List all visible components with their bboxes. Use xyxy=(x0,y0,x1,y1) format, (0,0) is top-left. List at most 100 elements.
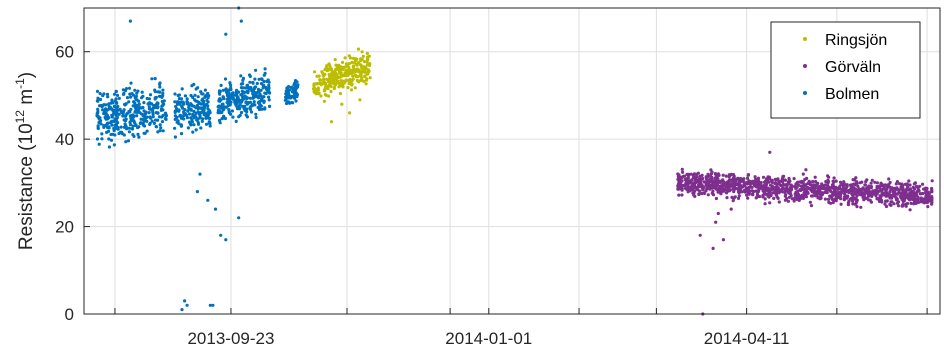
data-point xyxy=(801,172,805,176)
data-point xyxy=(229,83,233,87)
data-point xyxy=(224,87,228,91)
data-point xyxy=(839,197,843,201)
data-point xyxy=(116,127,120,131)
data-point xyxy=(95,137,100,141)
data-point xyxy=(174,104,178,109)
data-point xyxy=(106,129,111,133)
data-point xyxy=(358,98,362,102)
data-point xyxy=(223,77,228,81)
data-point xyxy=(761,193,765,198)
data-point xyxy=(807,180,811,184)
data-point xyxy=(173,135,177,139)
data-point xyxy=(220,110,224,114)
data-point xyxy=(771,191,775,195)
data-point xyxy=(98,92,102,96)
data-point xyxy=(180,308,184,312)
data-point xyxy=(725,196,729,200)
data-point xyxy=(692,186,696,190)
data-point xyxy=(873,180,877,184)
data-point xyxy=(313,70,317,74)
data-point xyxy=(159,126,163,130)
data-point xyxy=(227,110,231,114)
data-point xyxy=(854,201,858,205)
data-point xyxy=(159,108,163,112)
y-tick-label: 40 xyxy=(55,130,74,149)
data-point xyxy=(290,100,294,105)
data-point xyxy=(263,91,267,95)
data-point xyxy=(137,102,141,106)
data-point xyxy=(119,125,123,129)
data-point xyxy=(126,139,131,143)
data-point xyxy=(315,74,319,78)
data-point xyxy=(186,126,190,130)
data-point xyxy=(353,86,357,90)
data-point xyxy=(161,113,165,118)
y-axis-label: Resistance (1012 m-1) xyxy=(13,72,37,250)
data-point xyxy=(321,71,325,75)
data-point xyxy=(904,193,909,197)
data-point xyxy=(721,238,726,242)
data-point xyxy=(199,90,203,94)
data-point xyxy=(328,66,332,70)
data-point xyxy=(220,117,224,121)
data-point xyxy=(854,197,858,202)
data-point xyxy=(824,180,828,184)
data-point xyxy=(157,115,161,119)
data-point xyxy=(823,197,828,201)
data-point xyxy=(143,117,147,121)
data-point xyxy=(826,184,830,188)
data-point xyxy=(757,194,762,199)
data-point xyxy=(755,192,760,196)
data-point xyxy=(294,94,298,98)
data-point xyxy=(751,190,755,194)
data-point xyxy=(897,204,901,208)
data-point xyxy=(104,107,108,111)
data-point xyxy=(692,193,696,197)
data-point xyxy=(355,78,359,83)
data-point xyxy=(185,303,189,307)
data-point xyxy=(740,178,745,182)
data-point xyxy=(895,201,900,205)
data-point xyxy=(768,187,773,191)
data-point xyxy=(206,91,210,96)
data-point xyxy=(160,104,164,108)
data-point xyxy=(869,181,873,185)
data-point xyxy=(177,97,181,101)
data-points xyxy=(95,6,934,316)
data-point xyxy=(226,101,230,105)
data-point xyxy=(224,105,228,109)
data-point xyxy=(839,202,843,206)
data-point xyxy=(350,82,354,86)
data-point xyxy=(133,88,137,92)
data-point xyxy=(323,93,327,97)
data-point xyxy=(150,77,154,81)
data-point xyxy=(835,190,839,194)
data-point xyxy=(155,103,159,107)
data-point xyxy=(113,133,117,137)
data-point xyxy=(175,100,179,104)
data-point xyxy=(929,190,933,194)
data-point xyxy=(329,120,334,124)
data-point xyxy=(324,83,328,88)
data-point xyxy=(746,173,751,177)
data-point xyxy=(728,178,732,182)
data-point xyxy=(263,71,267,75)
data-point xyxy=(708,185,712,189)
data-point xyxy=(910,189,914,193)
data-point xyxy=(353,73,358,77)
data-point xyxy=(152,121,156,125)
data-point xyxy=(131,104,135,108)
data-point xyxy=(260,107,264,111)
data-point xyxy=(761,189,765,193)
data-point xyxy=(216,105,220,109)
legend-box xyxy=(770,21,921,119)
data-point xyxy=(187,105,191,109)
data-point xyxy=(714,196,719,201)
data-point xyxy=(718,179,723,183)
data-point xyxy=(678,185,682,189)
data-point xyxy=(145,119,149,123)
data-point xyxy=(130,127,135,131)
data-point xyxy=(742,184,747,188)
data-point xyxy=(826,197,831,201)
data-point xyxy=(141,94,145,98)
